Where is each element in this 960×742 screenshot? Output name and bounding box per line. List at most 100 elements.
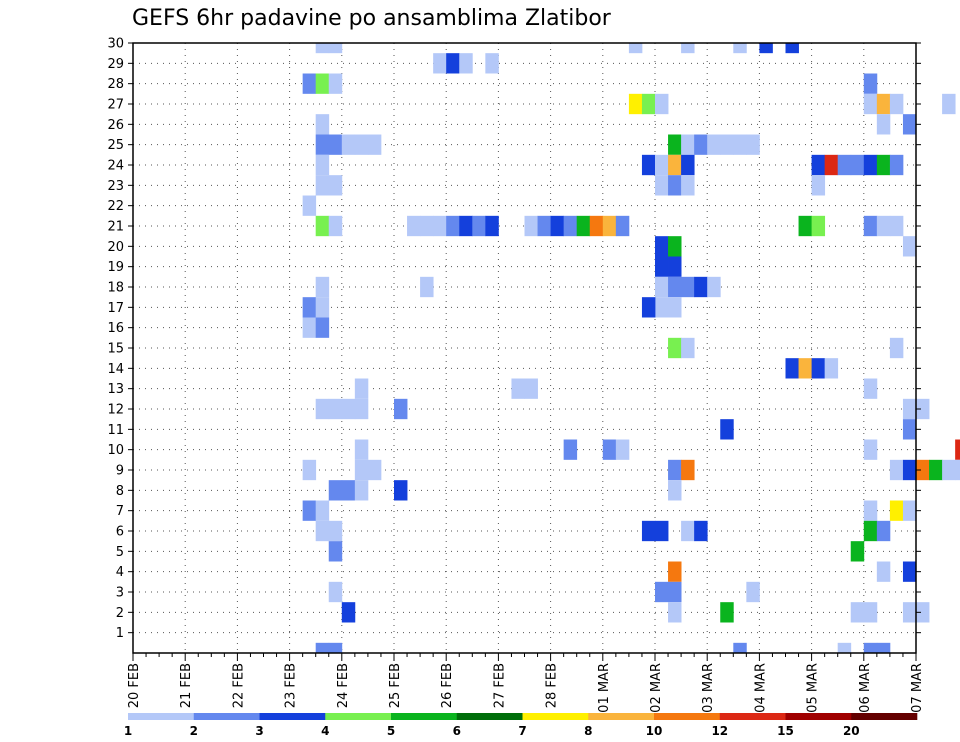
heatmap-cell <box>811 215 826 237</box>
heatmap-cell <box>615 439 630 460</box>
y-tick-label: 7 <box>116 504 124 519</box>
heatmap-cell <box>589 215 604 237</box>
y-tick-label: 9 <box>116 464 124 479</box>
heatmap-cell <box>407 215 421 237</box>
heatmap-cell <box>367 459 382 481</box>
heatmap-cell <box>576 215 591 237</box>
y-tick-label: 30 <box>107 37 124 52</box>
y-tick-label: 17 <box>107 301 124 316</box>
heatmap-cell <box>328 398 343 420</box>
heatmap-cell <box>889 93 904 115</box>
heatmap-cell <box>315 297 330 318</box>
heatmap-cell <box>641 93 656 115</box>
heatmap-cell <box>655 581 669 603</box>
heatmap-cell <box>446 215 460 237</box>
heatmap-cell <box>694 520 708 542</box>
heatmap-cell <box>354 134 369 155</box>
heatmap-cell <box>668 297 682 318</box>
heatmap-cell <box>668 256 682 277</box>
heatmap-cell <box>315 175 330 196</box>
heatmap-cell <box>537 215 551 237</box>
heatmap-cell <box>681 520 695 542</box>
heatmap-cell <box>681 134 695 155</box>
heatmap-cell <box>733 43 747 54</box>
heatmap-cell <box>602 439 617 460</box>
heatmap-cell <box>876 215 891 237</box>
heatmap-cell <box>694 276 708 298</box>
heatmap-cell <box>785 43 799 54</box>
legend-label: 5 <box>387 724 395 738</box>
heatmap-cell <box>850 541 865 562</box>
heatmap-cell <box>354 459 369 481</box>
legend-swatch <box>193 713 260 720</box>
heatmap-cell <box>811 358 826 379</box>
heatmap-cell <box>394 398 408 420</box>
heatmap-cell <box>315 642 330 653</box>
heatmap-cell <box>720 419 734 440</box>
heatmap-cell <box>628 43 643 54</box>
heatmap-cell <box>420 276 434 298</box>
heatmap-cell <box>668 134 682 155</box>
y-tick-label: 20 <box>107 240 124 255</box>
heatmap-cell <box>655 276 669 298</box>
heatmap-cell <box>850 154 865 176</box>
heatmap-cell <box>367 134 382 155</box>
heatmap-cell <box>668 276 682 298</box>
heatmap-cell <box>837 154 852 176</box>
x-tick-label: 05 MAR <box>806 663 821 713</box>
heatmap-cell <box>863 93 878 115</box>
y-tick-label: 21 <box>107 220 124 235</box>
x-tick-label: 27 FEB <box>492 663 507 708</box>
legend-label: 1 <box>124 724 132 738</box>
y-tick-label: 13 <box>107 382 124 397</box>
x-tick-label: 21 FEB <box>179 663 194 708</box>
heatmap-cell <box>668 175 682 196</box>
heatmap-cell <box>315 520 330 542</box>
heatmap-cell <box>668 337 682 359</box>
heatmap-cell <box>811 175 826 196</box>
heatmap-cell <box>328 541 343 562</box>
heatmap-cell <box>655 236 669 257</box>
legend-label: 20 <box>843 724 860 738</box>
legend-swatch <box>522 713 589 720</box>
x-tick-label: 23 FEB <box>284 663 299 708</box>
y-tick-label: 6 <box>116 525 124 540</box>
heatmap-cell <box>641 154 656 176</box>
chart-title: GEFS 6hr padavine po ansamblima Zlatibor <box>132 6 611 31</box>
legend-swatch <box>128 713 195 720</box>
x-tick-label: 24 FEB <box>336 663 351 708</box>
heatmap-cell <box>889 500 904 521</box>
heatmap-cell <box>889 154 904 176</box>
heatmap-cell <box>942 93 956 115</box>
heatmap-cell <box>850 602 865 623</box>
heatmap-cell <box>863 642 878 653</box>
heatmap-cell <box>916 459 930 481</box>
heatmap-cell <box>328 134 343 155</box>
heatmap-cell <box>315 114 330 135</box>
y-tick-label: 14 <box>107 362 124 377</box>
legend-swatch <box>851 713 918 720</box>
y-tick-label: 25 <box>107 138 124 153</box>
heatmap-cell <box>472 215 486 237</box>
heatmap-cell <box>315 134 330 155</box>
heatmap-cell <box>759 43 773 54</box>
heatmap-cell <box>876 114 891 135</box>
legend-label: 7 <box>518 724 526 738</box>
legend-label: 3 <box>255 724 263 738</box>
x-tick-label: 25 FEB <box>388 663 403 708</box>
heatmap-cell <box>902 500 917 521</box>
heatmap-cell <box>916 398 930 420</box>
y-tick-label: 27 <box>107 98 124 113</box>
heatmap-cell <box>876 154 891 176</box>
x-tick-label: 06 MAR <box>858 663 873 713</box>
heatmap-cell <box>720 602 734 623</box>
legend-label: 10 <box>646 724 663 738</box>
heatmap-cell <box>942 459 956 481</box>
heatmap-cell <box>902 561 917 582</box>
heatmap-cell <box>328 520 343 542</box>
x-tick-label: 07 MAR <box>910 663 925 713</box>
heatmap-cell <box>655 256 669 277</box>
heatmap-cell <box>668 459 682 481</box>
x-tick-label: 22 FEB <box>231 663 246 708</box>
